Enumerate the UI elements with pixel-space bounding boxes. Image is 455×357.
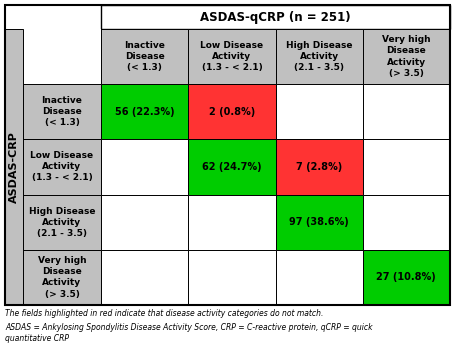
Bar xyxy=(5,29,101,84)
Text: 56 (22.3%): 56 (22.3%) xyxy=(115,107,174,117)
Bar xyxy=(5,29,23,305)
Text: High Disease
Activity
(2.1 - 3.5): High Disease Activity (2.1 - 3.5) xyxy=(29,207,95,238)
Bar xyxy=(188,250,275,305)
Bar xyxy=(101,250,188,305)
Bar xyxy=(188,139,275,195)
Bar xyxy=(188,195,275,250)
Text: ASDAS-CRP: ASDAS-CRP xyxy=(9,131,19,203)
Text: Low Disease
Activity
(1.3 - < 2.1): Low Disease Activity (1.3 - < 2.1) xyxy=(30,151,94,182)
Bar xyxy=(363,139,450,195)
Bar xyxy=(5,5,450,305)
Text: 97 (38.6%): 97 (38.6%) xyxy=(289,217,349,227)
Text: 7 (2.8%): 7 (2.8%) xyxy=(296,162,342,172)
Text: ASDAS-qCRP (n = 251): ASDAS-qCRP (n = 251) xyxy=(200,10,351,24)
Text: High Disease
Activity
(2.1 - 3.5): High Disease Activity (2.1 - 3.5) xyxy=(286,41,352,72)
Bar xyxy=(275,84,363,139)
Bar xyxy=(363,29,450,84)
Bar xyxy=(23,250,101,305)
Text: Inactive
Disease
(< 1.3): Inactive Disease (< 1.3) xyxy=(41,96,82,127)
Bar xyxy=(23,139,101,195)
Text: The fields highlighted in red indicate that disease activity categories do not m: The fields highlighted in red indicate t… xyxy=(5,309,324,318)
Bar xyxy=(101,29,188,84)
Text: 27 (10.8%): 27 (10.8%) xyxy=(376,272,436,282)
Bar xyxy=(275,250,363,305)
Text: Inactive
Disease
(< 1.3): Inactive Disease (< 1.3) xyxy=(124,41,165,72)
Text: Very high
Disease
Activity
(> 3.5): Very high Disease Activity (> 3.5) xyxy=(38,256,86,298)
Bar xyxy=(101,84,188,139)
Bar xyxy=(275,139,363,195)
Bar xyxy=(101,139,188,195)
Text: Very high
Disease
Activity
(> 3.5): Very high Disease Activity (> 3.5) xyxy=(382,35,431,78)
Bar xyxy=(275,195,363,250)
Text: quantitative CRP: quantitative CRP xyxy=(5,334,69,343)
Bar xyxy=(363,195,450,250)
Bar xyxy=(23,84,101,139)
Bar xyxy=(363,250,450,305)
Text: 2 (0.8%): 2 (0.8%) xyxy=(209,107,255,117)
Text: Low Disease
Activity
(1.3 - < 2.1): Low Disease Activity (1.3 - < 2.1) xyxy=(200,41,263,72)
Bar xyxy=(188,29,275,84)
Bar xyxy=(275,29,363,84)
Bar xyxy=(101,195,188,250)
Bar xyxy=(5,5,101,29)
Bar xyxy=(363,84,450,139)
Bar xyxy=(188,84,275,139)
Text: ASDAS = Ankylosing Spondylitis Disease Activity Score, CRP = C-reactive protein,: ASDAS = Ankylosing Spondylitis Disease A… xyxy=(5,323,373,332)
Bar xyxy=(23,195,101,250)
Bar xyxy=(101,5,450,29)
Text: 62 (24.7%): 62 (24.7%) xyxy=(202,162,262,172)
